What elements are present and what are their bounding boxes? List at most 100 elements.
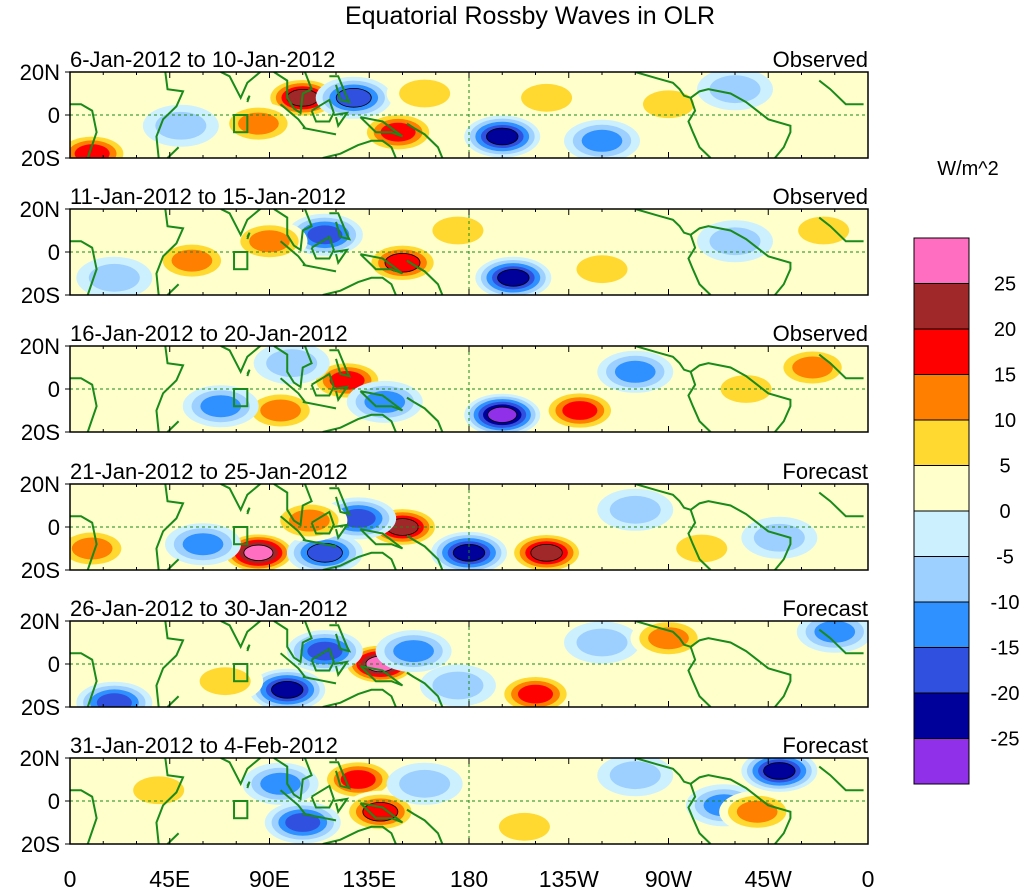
panel-period: 16-Jan-2012 to 20-Jan-2012 [70, 321, 348, 346]
y-tick-label: 20N [20, 609, 60, 634]
anomaly-contour [71, 537, 113, 560]
colorbar-label: -15 [991, 638, 1020, 660]
panel-1: 6-Jan-2012 to 10-Jan-2012 Observed 20N 0 20S [20, 47, 869, 171]
anomaly-contour [399, 79, 451, 108]
coastline [333, 385, 350, 403]
anomaly-contour [486, 127, 519, 146]
coastlines [70, 72, 864, 158]
colorbar-swatch [913, 283, 970, 330]
anomaly-contour [200, 395, 242, 418]
coastline [322, 688, 397, 707]
anomaly-contour [576, 628, 628, 657]
x-tick-label: 0 [64, 866, 77, 890]
anomaly-field [182, 346, 851, 432]
coastline [310, 235, 335, 260]
anomaly-contour [289, 509, 330, 532]
coastline [329, 212, 352, 241]
coastline [246, 95, 251, 103]
coastline [329, 487, 352, 516]
anomaly-contour [497, 268, 530, 287]
panel-period: 21-Jan-2012 to 25-Jan-2012 [70, 459, 348, 484]
anomaly-contour [171, 249, 213, 272]
coastline [322, 551, 397, 570]
coastline [279, 652, 306, 678]
panel-status: Forecast [782, 733, 868, 758]
chart-title: Equatorial Rossby Waves in OLR [345, 2, 715, 30]
y-tick-label: 20S [21, 832, 60, 857]
x-tick-label: 90W [645, 866, 693, 890]
anomaly-contour [285, 813, 321, 832]
y-tick-label: 20N [20, 746, 60, 771]
coastline [246, 369, 251, 377]
anomaly-contour [199, 667, 251, 696]
coastline [279, 103, 306, 129]
coastline [310, 372, 335, 397]
colorbar-label: -20 [991, 683, 1020, 705]
coastline [246, 781, 251, 789]
x-tick-label: 45E [149, 866, 190, 890]
anomaly-contour [335, 87, 372, 108]
panel-4: 21-Jan-2012 to 25-Jan-2012 Forecast 20N 0 20… [20, 459, 869, 583]
y-tick-label: 20S [21, 283, 60, 308]
anomaly-contour [271, 680, 304, 699]
coastline [155, 209, 185, 295]
coastline [690, 637, 792, 707]
coastline [279, 789, 306, 815]
anomaly-contour [329, 370, 365, 390]
coastline [302, 675, 337, 685]
y-tick-label: 0 [48, 240, 60, 265]
panel-period: 26-Jan-2012 to 30-Jan-2012 [70, 596, 348, 621]
coastline [687, 234, 712, 295]
colorbar-swatch [913, 237, 970, 284]
coastline [690, 362, 792, 432]
y-tick-label: 0 [48, 377, 60, 402]
coastline [329, 624, 352, 653]
coastline [273, 346, 313, 389]
y-tick-label: 20S [21, 558, 60, 583]
anomaly-contour [643, 90, 694, 119]
coastline [246, 232, 251, 240]
coastline [359, 528, 404, 550]
x-tick-label: 0 [862, 866, 875, 890]
anomaly-contour [393, 640, 434, 663]
coastline [220, 484, 262, 513]
y-tick-label: 20S [21, 695, 60, 720]
panel-period: 6-Jan-2012 to 10-Jan-2012 [70, 47, 335, 72]
anomaly-contour [709, 227, 761, 256]
x-tick-label: 135W [539, 866, 599, 890]
coastline [329, 349, 352, 378]
coastline [406, 396, 444, 432]
coastline [70, 789, 98, 844]
coastline [690, 225, 792, 295]
coastline [322, 276, 397, 295]
coastlines [70, 209, 864, 295]
anomaly-contour [74, 144, 110, 158]
anomaly-contour [709, 75, 761, 104]
anomaly-contour [243, 544, 274, 561]
coastline [322, 825, 397, 844]
coastlines [70, 346, 864, 432]
coastline [155, 621, 185, 707]
coastline [333, 797, 350, 815]
coastline [634, 72, 691, 99]
anomaly-contour [530, 543, 563, 562]
coastline [279, 515, 306, 541]
anomaly-contour [763, 762, 796, 780]
y-tick-label: 0 [48, 789, 60, 814]
colorbar-label: -10 [991, 592, 1020, 614]
coastlines [70, 621, 864, 707]
coastline [359, 390, 404, 412]
anomaly-contour [88, 263, 140, 292]
coastline [220, 209, 262, 238]
y-tick-label: 20N [20, 197, 60, 222]
coastline [310, 98, 335, 123]
coastline [329, 761, 352, 790]
coastline [246, 644, 251, 652]
coastline [818, 765, 864, 792]
panel-6: 31-Jan-2012 to 4-Feb-2012 Forecast 20N 0 20S [20, 733, 869, 857]
colorbar-label: -5 [996, 547, 1014, 569]
colorbar-label: -25 [991, 729, 1020, 751]
anomaly-field [76, 209, 862, 295]
coastline [70, 377, 98, 432]
coastline [359, 802, 404, 824]
